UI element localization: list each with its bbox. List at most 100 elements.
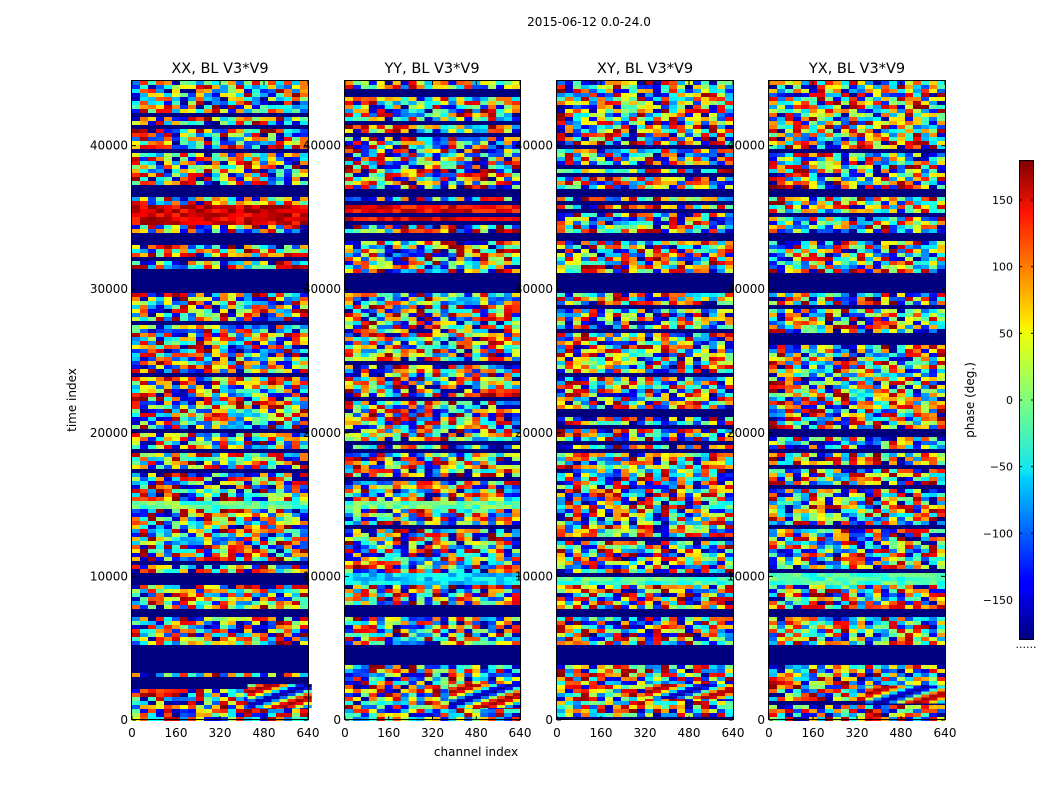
- heatmap-cell: [361, 249, 369, 253]
- heatmap-cell: [164, 617, 172, 621]
- heatmap-cell: [212, 489, 220, 493]
- heatmap-cell: [268, 201, 276, 205]
- heatmap-cell: [409, 385, 417, 389]
- heatmap-cell: [512, 157, 520, 161]
- heatmap-cell: [132, 337, 140, 341]
- heatmap-cell: [361, 85, 369, 89]
- heatmap-cell: [268, 517, 276, 521]
- heatmap-cell: [385, 481, 393, 485]
- heatmap-cell: [164, 337, 172, 341]
- heatmap-cell: [292, 501, 300, 505]
- heatmap-cell: [433, 353, 441, 357]
- heatmap-cell: [393, 373, 401, 377]
- heatmap-cell: [472, 429, 480, 433]
- heatmap-cell: [409, 513, 417, 517]
- heatmap-cell: [300, 93, 308, 97]
- heatmap-cell: [220, 537, 228, 541]
- heatmap-cell: [140, 633, 148, 637]
- heatmap-cell: [377, 353, 385, 357]
- heatmap-cell: [345, 101, 353, 105]
- heatmap-cell: [480, 433, 488, 437]
- heatmap-cell: [212, 353, 220, 357]
- heatmap-cell: [409, 269, 417, 273]
- heatmap-cell: [369, 409, 377, 413]
- heatmap-cell: [276, 557, 284, 561]
- heatmap-cell: [268, 629, 276, 633]
- heatmap-cell: [276, 109, 284, 113]
- heatmap-cell: [196, 457, 204, 461]
- heatmap-cell: [132, 549, 140, 553]
- heatmap-cell: [300, 85, 308, 89]
- heatmap-cell: [204, 221, 212, 225]
- heatmap-cell: [204, 597, 212, 601]
- heatmap-cell: [172, 637, 180, 641]
- heatmap-cell: [409, 229, 417, 233]
- heatmap-cell: [401, 349, 409, 353]
- heatmap-cell: [228, 513, 236, 517]
- heatmap-cell: [504, 433, 512, 437]
- heatmap-cell: [212, 97, 220, 101]
- heatmap-cell: [252, 117, 260, 121]
- heatmap-cell: [488, 373, 496, 377]
- heatmap-cell: [284, 409, 292, 413]
- heatmap-cell: [464, 85, 472, 89]
- heatmap-cell: [504, 269, 512, 273]
- heatmap-cell: [300, 345, 308, 349]
- heatmap-cell: [369, 81, 377, 85]
- heatmap-cell: [480, 561, 488, 565]
- heatmap-cell: [393, 325, 401, 329]
- heatmap-cell: [361, 141, 369, 145]
- heatmap-cell: [377, 557, 385, 561]
- heatmap-cell: [236, 245, 244, 249]
- heatmap-cell: [488, 149, 496, 153]
- heatmap-cell: [252, 549, 260, 553]
- heatmap-cell: [300, 405, 308, 409]
- heatmap-cell: [244, 293, 252, 297]
- heatmap-cell: [148, 161, 156, 165]
- heatmap-cell: [488, 137, 496, 141]
- heatmap-cell: [417, 185, 425, 189]
- heatmap-cell: [244, 361, 252, 365]
- heatmap-cell: [220, 201, 228, 205]
- heatmap-cell: [480, 549, 488, 553]
- heatmap-cell: [252, 497, 260, 501]
- heatmap-cell: [440, 377, 448, 381]
- heatmap-cell: [464, 309, 472, 313]
- heatmap-cell: [456, 557, 464, 561]
- heatmap-cell: [504, 485, 512, 489]
- heatmap-cell: [132, 341, 140, 345]
- heatmap-cell: [512, 349, 520, 353]
- heatmap-cell: [377, 149, 385, 153]
- heatmap-cell: [228, 477, 236, 481]
- heatmap-cell: [252, 93, 260, 97]
- heatmap-cell: [204, 557, 212, 561]
- heatmap-cell: [156, 121, 164, 125]
- heatmap-cell: [212, 509, 220, 513]
- heatmap-cell: [244, 181, 252, 185]
- heatmap-cell: [440, 253, 448, 257]
- heatmap-cell: [292, 305, 300, 309]
- heatmap-cell: [425, 473, 433, 477]
- heatmap-cell: [164, 637, 172, 641]
- heatmap-cell: [132, 597, 140, 601]
- heatmap-cell: [456, 337, 464, 341]
- heatmap-cell: [456, 365, 464, 369]
- heatmap-cell: [172, 405, 180, 409]
- heatmap-cell: [496, 321, 504, 325]
- heatmap-cell: [156, 553, 164, 557]
- heatmap-cell: [393, 401, 401, 405]
- heatmap-cell: [361, 333, 369, 337]
- heatmap-cell: [228, 489, 236, 493]
- heatmap-cell: [456, 185, 464, 189]
- heatmap-cell: [188, 265, 196, 269]
- heatmap-cell: [204, 145, 212, 149]
- heatmap-cell: [448, 565, 456, 569]
- heatmap-cell: [496, 433, 504, 437]
- heatmap-cell: [188, 633, 196, 637]
- heatmap-cell: [361, 425, 369, 429]
- heatmap-cell: [472, 249, 480, 253]
- heatmap-cell: [433, 349, 441, 353]
- heatmap-cell: [236, 621, 244, 625]
- heatmap-cell: [260, 349, 268, 353]
- heatmap-cell: [148, 517, 156, 521]
